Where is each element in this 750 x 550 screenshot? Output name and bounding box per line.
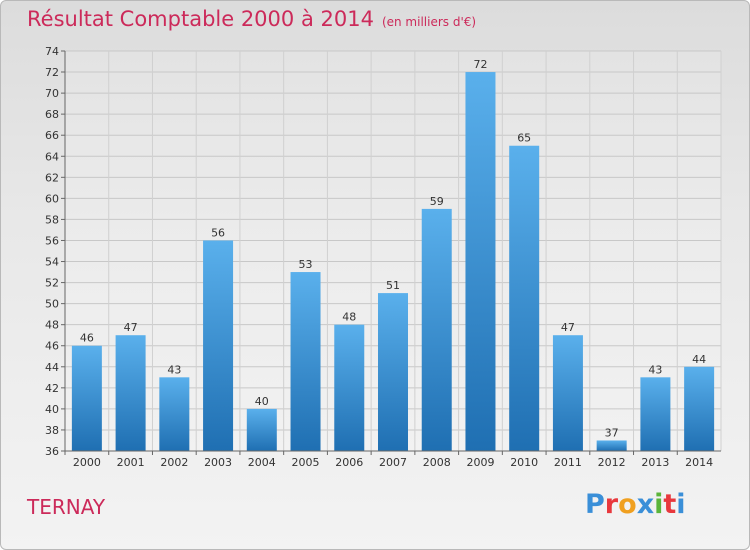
bar-2000: [71, 345, 102, 451]
y-tick-label: 74: [45, 45, 59, 58]
x-tick-label: 2011: [554, 456, 582, 469]
bar-2007: [378, 293, 408, 451]
data-label-2006: 48: [342, 311, 356, 324]
logo-letter: r: [604, 489, 619, 520]
bar-2006: [334, 324, 365, 451]
x-tick-label: 2006: [335, 456, 363, 469]
data-label-2003: 56: [211, 226, 225, 239]
bar-2002: [159, 377, 190, 451]
data-label-2004: 40: [255, 395, 269, 408]
y-tick-label: 56: [45, 234, 59, 247]
y-tick-label: 62: [45, 171, 59, 184]
y-tick-label: 42: [45, 382, 59, 395]
y-tick-label: 40: [45, 403, 59, 416]
x-tick-label: 2014: [685, 456, 713, 469]
commune-name: TERNAY: [27, 495, 106, 519]
x-tick-label: 2003: [204, 456, 232, 469]
y-tick-label: 46: [45, 340, 59, 353]
y-tick-label: 38: [45, 424, 59, 437]
data-label-2014: 44: [692, 353, 706, 366]
data-label-2002: 43: [167, 363, 181, 376]
y-tick-label: 48: [45, 319, 59, 332]
bar-2008: [421, 208, 452, 451]
x-tick-label: 2002: [160, 456, 188, 469]
y-tick-label: 54: [45, 256, 59, 269]
y-tick-label: 70: [45, 87, 59, 100]
bar-2005: [290, 272, 321, 451]
chart-subtitle: (en milliers d'€): [381, 15, 477, 29]
bars: [71, 72, 715, 451]
data-label-2012: 37: [605, 426, 619, 439]
y-tick-label: 64: [45, 150, 59, 163]
logo-letter: P: [585, 489, 605, 520]
bar-2010: [509, 145, 540, 451]
data-label-2009: 72: [473, 58, 487, 71]
proxiti-logo: Proxiti: [585, 489, 686, 520]
bar-2009: [465, 72, 496, 451]
x-tick-label: 2004: [248, 456, 276, 469]
x-tick-label: 2012: [598, 456, 626, 469]
x-axis: 2000 2001 2002 2003 2004 2005 2006 2007 2008 2009…: [64, 450, 721, 469]
chart-title: Résultat Comptable 2000 à 2014: [27, 7, 374, 31]
data-label-2005: 53: [299, 258, 313, 271]
x-tick-label: 2000: [73, 456, 101, 469]
bar-2011: [552, 335, 583, 451]
y-tick-label: 50: [45, 298, 59, 311]
bar-2012: [596, 440, 627, 451]
y-tick-label: 60: [45, 192, 59, 205]
bar-2001: [115, 335, 146, 451]
x-tick-label: 2001: [117, 456, 145, 469]
data-label-2010: 65: [517, 132, 531, 145]
x-tick-label: 2013: [641, 456, 669, 469]
y-tick-label: 52: [45, 277, 59, 290]
data-labels: 46 47 43 56 40 53 48 51 59 72 65 47 37 43 44: [80, 58, 706, 439]
y-tick-label: 36: [45, 445, 59, 458]
data-label-2001: 47: [124, 321, 138, 334]
x-tick-label: 2007: [379, 456, 407, 469]
bar-2003: [203, 240, 234, 451]
y-tick-label: 44: [45, 361, 59, 374]
data-label-2008: 59: [430, 195, 444, 208]
x-tick-label: 2005: [292, 456, 320, 469]
y-tick-label: 72: [45, 66, 59, 79]
y-tick-label: 68: [45, 108, 59, 121]
title-row: Résultat Comptable 2000 à 2014 (en millie…: [27, 7, 476, 31]
bar-2004: [246, 408, 277, 451]
data-label-2013: 43: [648, 363, 662, 376]
bar-2013: [640, 377, 671, 451]
data-label-2000: 46: [80, 332, 94, 345]
x-tick-label: 2009: [466, 456, 494, 469]
x-tick-label: 2010: [510, 456, 538, 469]
logo-letter: o: [618, 489, 637, 520]
logo-letter: t: [663, 489, 677, 520]
logo-letter: i: [654, 489, 664, 520]
y-axis: 36 38 40 42 44 46 48 50 52 54 56 58 60 62 64 66 68 70 72 74: [45, 45, 66, 458]
x-tick-label: 2008: [423, 456, 451, 469]
logo-letter: i: [676, 489, 686, 520]
bar-2014: [684, 366, 715, 451]
logo-letter: x: [636, 489, 655, 520]
data-label-2011: 47: [561, 321, 575, 334]
y-tick-label: 58: [45, 213, 59, 226]
data-label-2007: 51: [386, 279, 400, 292]
y-tick-label: 66: [45, 129, 59, 142]
